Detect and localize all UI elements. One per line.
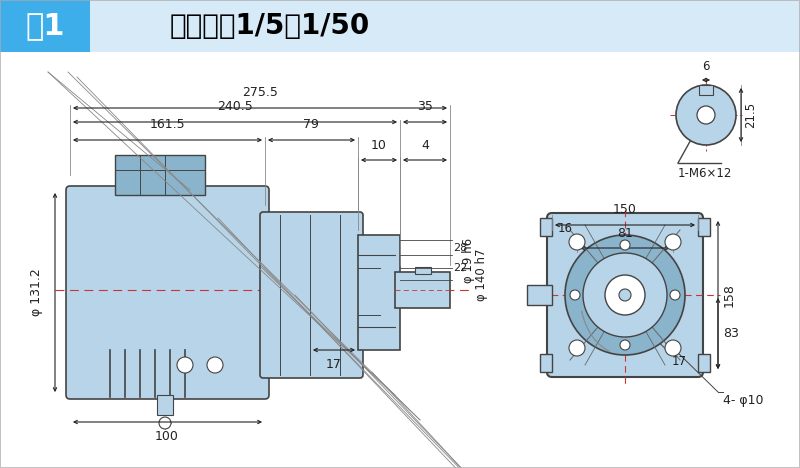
FancyBboxPatch shape — [66, 186, 269, 399]
Text: 240.5: 240.5 — [217, 100, 253, 113]
FancyBboxPatch shape — [260, 212, 363, 378]
Circle shape — [207, 357, 223, 373]
Text: 17: 17 — [326, 358, 342, 371]
Text: φ 140 h7: φ 140 h7 — [475, 249, 488, 301]
Bar — [698, 354, 710, 372]
Text: 150: 150 — [613, 203, 637, 216]
Bar — [415, 267, 431, 274]
Text: 16: 16 — [558, 222, 573, 235]
Circle shape — [676, 85, 736, 145]
Text: 22: 22 — [453, 263, 467, 273]
Bar — [0, 0, 90, 52]
Text: 35: 35 — [417, 100, 433, 113]
Circle shape — [697, 106, 715, 124]
Text: 4- φ10: 4- φ10 — [723, 394, 763, 407]
Circle shape — [570, 290, 580, 300]
Text: 1-M6×12: 1-M6×12 — [678, 167, 732, 180]
Bar — [90, 0, 800, 52]
Text: 28: 28 — [453, 243, 467, 253]
Bar — [358, 235, 400, 350]
Bar — [699, 85, 713, 95]
Bar — [527, 285, 552, 305]
Circle shape — [619, 289, 631, 301]
Bar — [698, 218, 710, 236]
Circle shape — [569, 340, 585, 356]
Circle shape — [177, 357, 193, 373]
Text: 81: 81 — [617, 227, 633, 240]
FancyBboxPatch shape — [547, 213, 703, 377]
Text: 275.5: 275.5 — [242, 86, 278, 99]
Bar — [115, 155, 205, 195]
Text: 6: 6 — [702, 60, 710, 73]
Text: 158: 158 — [723, 283, 736, 307]
Text: 図1: 図1 — [26, 12, 65, 41]
Circle shape — [670, 290, 680, 300]
Circle shape — [583, 253, 667, 337]
Text: 17: 17 — [672, 355, 687, 368]
Text: φ 19 h6: φ 19 h6 — [462, 237, 475, 283]
Circle shape — [620, 340, 630, 350]
Text: 10: 10 — [371, 139, 387, 152]
Text: 21.5: 21.5 — [744, 102, 757, 128]
Text: 減速比　1/5〜1/50: 減速比 1/5〜1/50 — [170, 12, 370, 40]
Text: 83: 83 — [723, 327, 739, 340]
Text: 100: 100 — [155, 430, 179, 443]
Circle shape — [569, 234, 585, 250]
Bar — [395, 272, 450, 308]
Bar — [540, 354, 552, 372]
Text: 79: 79 — [303, 118, 319, 131]
Circle shape — [605, 275, 645, 315]
Text: φ 131.2: φ 131.2 — [30, 268, 43, 316]
Bar — [157, 395, 173, 415]
Circle shape — [620, 240, 630, 250]
Circle shape — [665, 340, 681, 356]
Text: 161.5: 161.5 — [150, 118, 186, 131]
Bar — [540, 218, 552, 236]
Circle shape — [665, 234, 681, 250]
Text: 4: 4 — [421, 139, 429, 152]
Circle shape — [565, 235, 685, 355]
Circle shape — [159, 417, 171, 429]
